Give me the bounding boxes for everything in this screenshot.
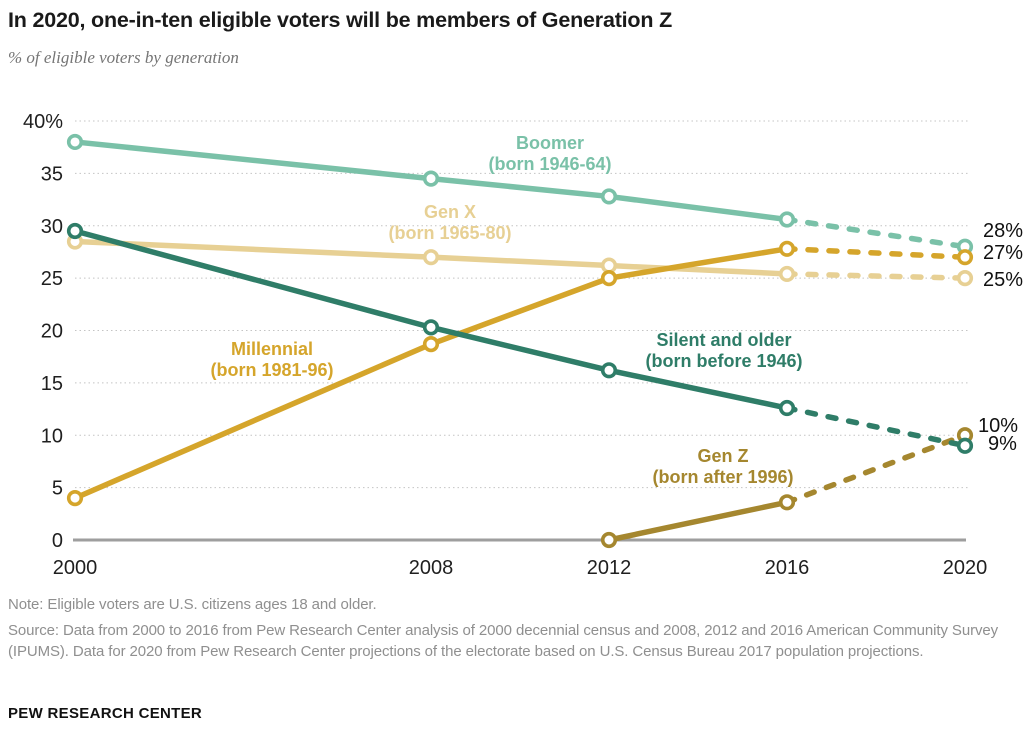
chart-footnotes: Note: Eligible voters are U.S. citizens … (8, 594, 1012, 667)
series-label-gen-z: Gen Z (697, 446, 748, 466)
end-value-label-boomer: 28% (983, 220, 1023, 242)
series-label-gen-x: Gen X (424, 202, 476, 222)
x-axis-tick-label: 2000 (53, 557, 98, 579)
series-label-boomer: Boomer (516, 133, 584, 153)
data-point-millennial-2016 (778, 240, 796, 257)
series-projection-line-silent-and-older (784, 405, 968, 449)
data-point-gen-z-2012 (600, 531, 618, 549)
y-axis-tick-label: 0 (52, 530, 63, 552)
y-axis-tick-label: 15 (41, 373, 63, 395)
end-value-label-gen-z: 10% (978, 415, 1018, 437)
chart-note: Note: Eligible voters are U.S. citizens … (8, 596, 377, 613)
y-axis-tick-label: 25 (41, 268, 63, 290)
data-point-silent-and-older-2020 (956, 437, 974, 454)
series-projection-line-millennial (784, 246, 968, 260)
data-point-gen-x-2012 (600, 257, 618, 274)
data-point-millennial-2020 (956, 249, 974, 266)
data-point-silent-and-older-2012 (600, 362, 618, 379)
data-point-silent-and-older-2000 (66, 222, 84, 240)
end-value-label-silent-and-older: 9% (988, 433, 1017, 455)
data-point-gen-x-2020 (956, 270, 974, 287)
y-axis-tick-label: 10 (41, 425, 63, 447)
chart-source: Source: Data from 2000 to 2016 from Pew … (8, 622, 999, 660)
y-axis-tick-label: 5 (52, 478, 63, 500)
data-point-millennial-2000 (66, 490, 84, 507)
series-label-boomer: (born 1946-64) (488, 154, 611, 174)
x-axis-tick-label: 2016 (765, 557, 810, 579)
data-point-gen-x-2016 (778, 265, 796, 283)
series-line-silent-and-older (74, 228, 788, 411)
data-point-boomer-2000 (66, 133, 84, 151)
y-axis-tick-label: 35 (41, 163, 63, 185)
chart-title: In 2020, one-in-ten eligible voters will… (8, 8, 673, 32)
series-projection-line-gen-x (784, 271, 968, 281)
brand-label: PEW RESEARCH CENTER (8, 705, 203, 722)
x-axis-tick-label: 2012 (587, 557, 632, 579)
data-point-gen-z-2016 (778, 494, 796, 511)
data-point-millennial-2008 (422, 336, 440, 353)
data-point-boomer-2012 (600, 188, 618, 205)
x-axis-tick-label: 2020 (943, 557, 988, 579)
end-value-label-gen-x: 25% (983, 269, 1023, 291)
series-projection-line-boomer (784, 216, 968, 250)
line-chart: 0 5 10 15 20 25 30 35 40% 2000 2008 2012 2016 2020 Boo… (23, 111, 1023, 579)
series-label-millennial: Millennial (231, 339, 313, 359)
series-label-silent-and-older: Silent and older (656, 330, 791, 350)
series-label-silent-and-older: (born before 1946) (645, 351, 802, 371)
data-point-gen-x-2008 (422, 249, 440, 266)
series-line-gen-z (608, 499, 788, 543)
series-label-gen-x: (born 1965-80) (388, 223, 511, 243)
y-axis-tick-label: 40% (23, 111, 63, 133)
y-axis-tick-label: 20 (41, 321, 63, 343)
data-point-silent-and-older-2008 (422, 319, 440, 336)
data-point-boomer-2008 (422, 170, 440, 187)
chart-subtitle: % of eligible voters by generation (8, 48, 239, 67)
data-point-millennial-2012 (600, 270, 618, 287)
data-point-boomer-2016 (778, 211, 796, 228)
series-label-millennial: (born 1981-96) (210, 360, 333, 380)
end-value-label-millennial: 27% (983, 242, 1023, 264)
x-axis-tick-label: 2008 (409, 557, 454, 579)
series-projection-line-gen-z (784, 432, 968, 506)
series-label-gen-z: (born after 1996) (652, 467, 793, 487)
series-line-millennial (73, 246, 788, 501)
data-point-silent-and-older-2016 (778, 399, 796, 417)
series-line-boomer (74, 139, 788, 223)
series-line-gen-x (74, 238, 788, 277)
y-axis-tick-label: 30 (41, 216, 63, 238)
